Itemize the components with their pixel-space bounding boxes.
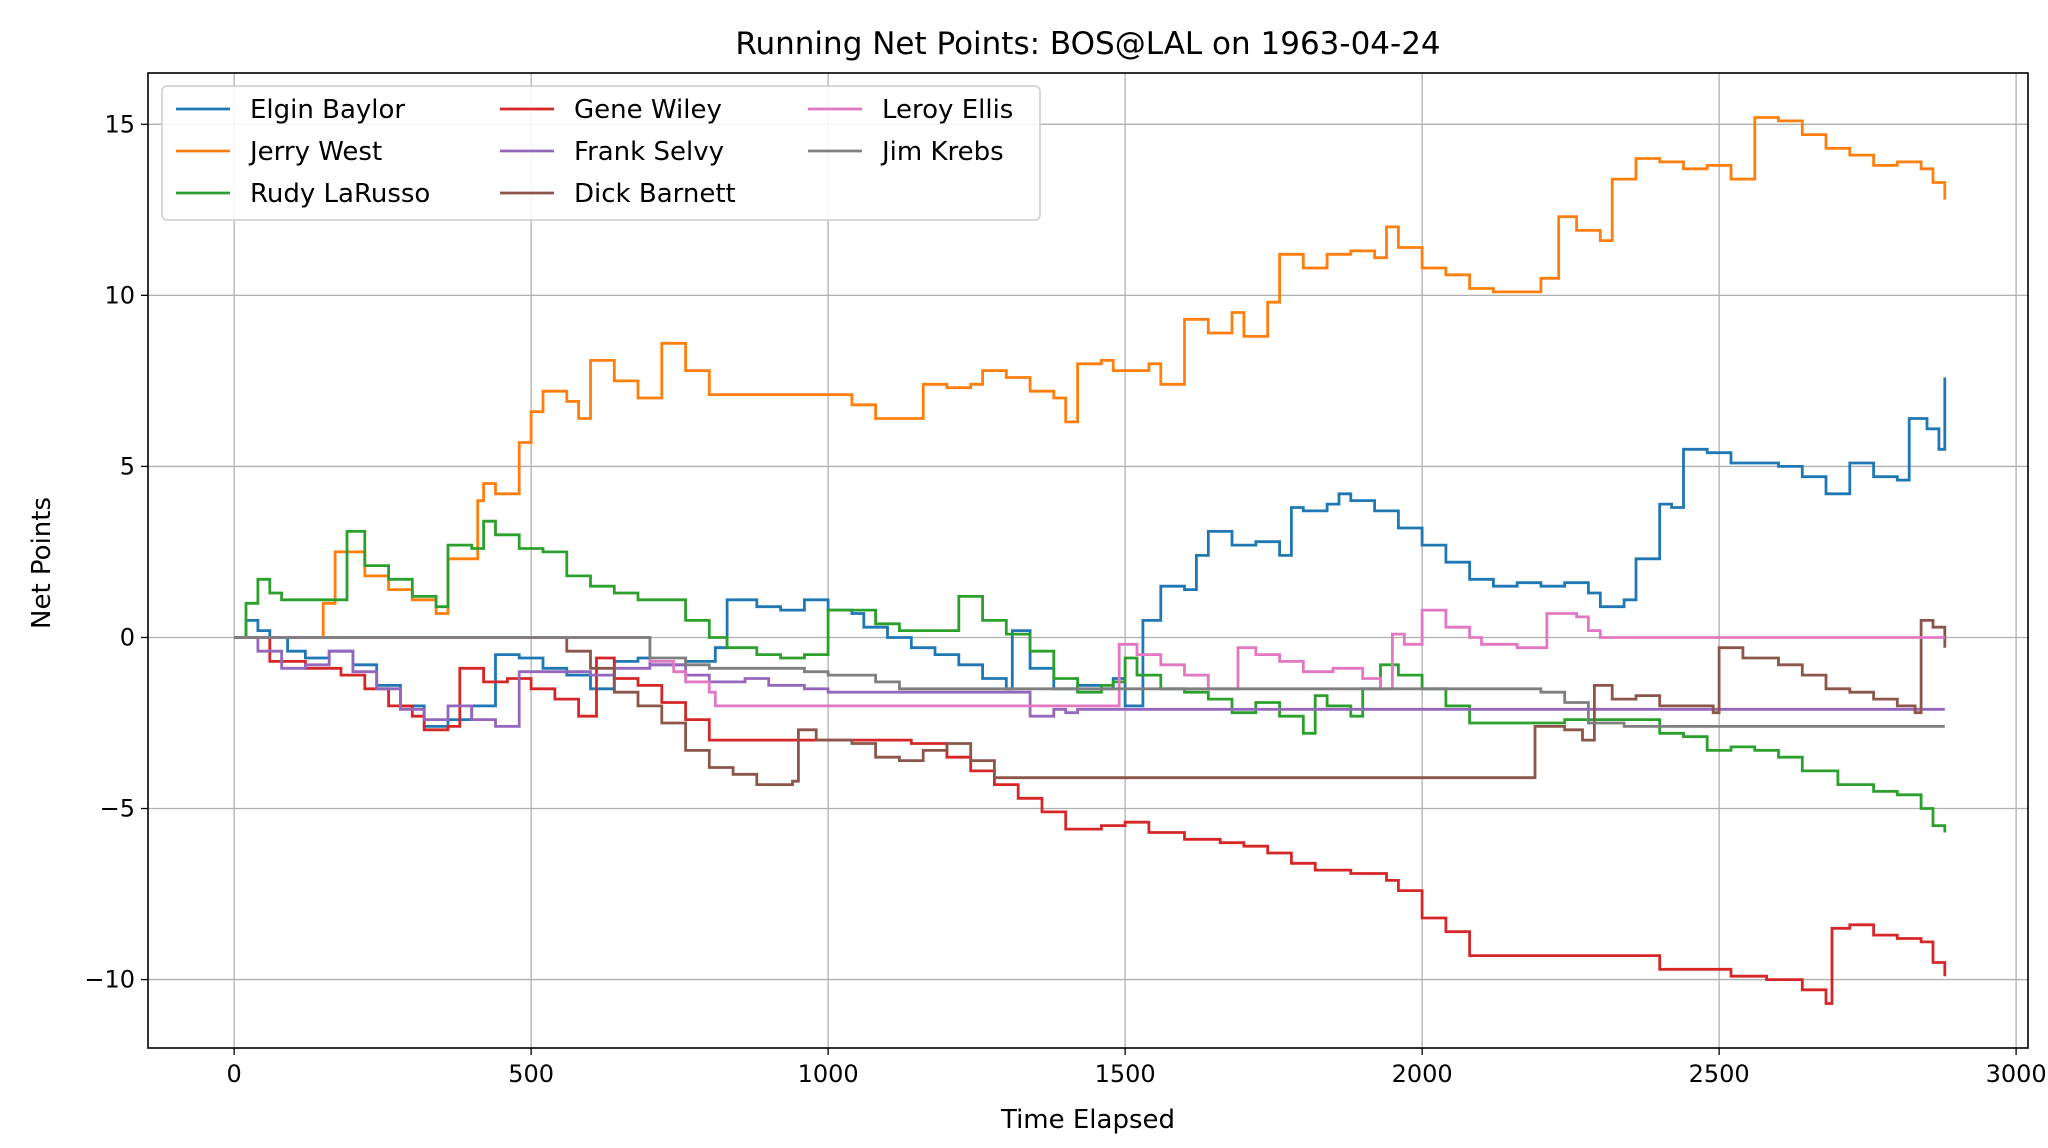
y-tick-label: 5 (120, 452, 135, 480)
x-tick-label: 2000 (1392, 1060, 1453, 1088)
series-line-leroy-ellis (234, 608, 1945, 708)
legend-label-rudy-larusso: Rudy LaRusso (250, 179, 430, 209)
series-line-dick-barnett (234, 619, 1947, 786)
x-tick-label: 0 (226, 1060, 241, 1088)
legend-label-elgin-baylor: Elgin Baylor (250, 95, 405, 125)
ticks: 0 500 1000 1500 2000 2500 3000 −10 −5 0 5 10 15 (84, 110, 2046, 1088)
x-tick-label: 2500 (1689, 1060, 1750, 1088)
series-line-jerry-west (234, 116, 1947, 639)
x-tick-label: 1500 (1095, 1060, 1156, 1088)
y-tick-label: 0 (120, 623, 135, 651)
x-tick-label: 3000 (1986, 1060, 2047, 1088)
legend-label-frank-selvy: Frank Selvy (574, 137, 724, 167)
legend-label-leroy-ellis: Leroy Ellis (882, 95, 1013, 125)
legend-box (161, 85, 1041, 221)
y-tick-label: 15 (104, 110, 135, 138)
legend: Elgin Baylor Jerry West Rudy LaRusso Gene W… (161, 85, 1041, 221)
legend-label-dick-barnett: Dick Barnett (574, 179, 736, 209)
x-axis-label: Time Elapsed (1000, 1105, 1175, 1135)
y-axis-label: Net Points (27, 497, 57, 629)
series-line-rudy-larusso (234, 519, 1947, 833)
legend-label-jerry-west: Jerry West (248, 137, 382, 167)
y-tick-label: −5 (100, 795, 135, 823)
legend-label-jim-krebs: Jim Krebs (880, 137, 1004, 167)
y-tick-label: 10 (104, 281, 135, 309)
series-layer (234, 116, 1947, 1005)
x-tick-label: 1000 (798, 1060, 859, 1088)
series-line-gene-wiley (234, 636, 1947, 1005)
x-tick-label: 500 (508, 1060, 554, 1088)
plot-frame (147, 72, 2029, 1049)
y-tick-label: −10 (84, 966, 135, 994)
series-line-jim-krebs (234, 636, 1945, 728)
legend-label-gene-wiley: Gene Wiley (574, 95, 722, 125)
chart-title: Running Net Points: BOS@LAL on 1963-04-2… (735, 26, 1440, 62)
